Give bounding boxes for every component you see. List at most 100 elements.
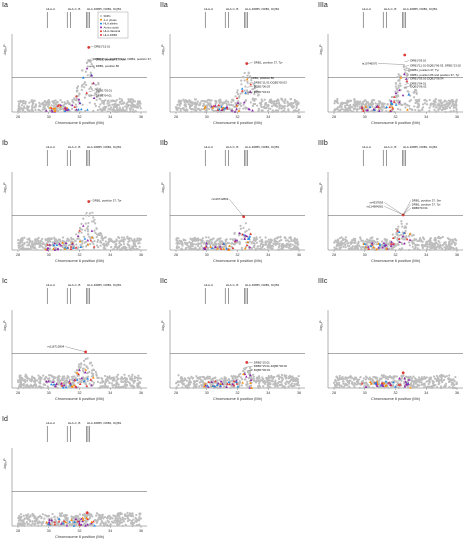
snp-point — [133, 238, 136, 241]
snp-point — [88, 101, 91, 104]
variant-point — [225, 247, 228, 250]
variant-point — [72, 246, 75, 249]
snp-point — [267, 374, 270, 378]
snp-point — [240, 246, 243, 250]
snp-point — [129, 104, 132, 107]
snp-point — [74, 103, 77, 106]
snp-point — [451, 240, 454, 244]
snp-point — [405, 222, 408, 225]
snp-point — [269, 376, 272, 379]
snp-point — [369, 237, 372, 240]
snp-point — [287, 102, 290, 105]
variant-point — [86, 108, 89, 111]
variant-point — [219, 380, 223, 383]
snp-point — [265, 243, 268, 246]
x-tick-label: 36 — [297, 115, 301, 119]
snp-point — [244, 222, 248, 225]
snp-point — [38, 521, 41, 524]
snp-point — [344, 246, 347, 249]
variant-point — [225, 385, 228, 389]
snp-point — [426, 243, 429, 246]
snp-point — [112, 248, 116, 251]
snp-point — [348, 108, 352, 111]
snp-point — [90, 380, 94, 383]
snp-point — [30, 100, 33, 103]
variant-point — [50, 519, 53, 522]
hla-gene-label: HLA-DRB5, DRB1, DQB1 — [245, 7, 280, 11]
variant-point — [394, 91, 398, 95]
variant-point — [69, 383, 73, 387]
snp-point — [264, 241, 267, 244]
snp-point — [26, 106, 29, 109]
snp-point — [186, 244, 189, 247]
snp-point — [352, 237, 356, 241]
variant-point — [363, 242, 367, 245]
snp-point — [421, 240, 424, 243]
variant-point — [222, 106, 225, 109]
snp-point — [267, 246, 270, 249]
snp-point — [249, 377, 253, 380]
snp-point — [290, 384, 293, 388]
panel-label: Id — [2, 416, 8, 423]
snp-point — [94, 83, 97, 87]
x-tick-label: 30 — [363, 391, 367, 395]
snp-point — [193, 381, 196, 384]
snp-point — [232, 243, 235, 246]
snp-point — [248, 372, 251, 376]
snp-point — [240, 79, 243, 82]
snp-points — [174, 366, 300, 390]
snp-point — [138, 245, 141, 248]
snp-point — [79, 227, 82, 230]
variant-point — [78, 368, 81, 372]
snp-point — [20, 519, 23, 522]
snp-point — [62, 523, 65, 527]
snp-point — [370, 101, 373, 104]
x-axis-label: Chromosome 6 position (Mb) — [213, 259, 263, 263]
snp-point — [403, 68, 406, 71]
variant-point — [391, 236, 395, 240]
snp-points — [333, 373, 458, 390]
snp-point — [254, 98, 257, 101]
annotation-leader — [88, 95, 95, 97]
snp-point — [371, 386, 374, 389]
snp-point — [455, 108, 458, 111]
variant-point — [235, 96, 239, 100]
snp-point — [38, 242, 41, 246]
snp-point — [297, 374, 300, 378]
variant-point — [64, 108, 68, 111]
snp-point — [126, 511, 129, 514]
variant-point — [56, 247, 60, 250]
snp-point — [421, 377, 424, 381]
snp-point — [371, 110, 375, 113]
snp-point — [128, 246, 131, 249]
snp-point — [119, 240, 122, 243]
snp-point — [411, 245, 414, 248]
annotation-label: DRB1*03:01 — [412, 206, 428, 210]
snp-point — [189, 244, 192, 247]
snp-point — [342, 380, 345, 383]
snp-point — [26, 377, 30, 380]
snp-point — [287, 240, 291, 243]
snp-point — [248, 366, 252, 369]
snp-point — [399, 248, 402, 252]
snp-point — [351, 110, 355, 113]
snp-point — [109, 523, 112, 527]
variant-point — [235, 382, 239, 385]
y-axis-label: -log₁₀P — [3, 320, 7, 332]
snp-point — [215, 386, 219, 389]
snp-point — [271, 110, 274, 114]
snp-point — [419, 236, 422, 240]
snp-point — [393, 379, 396, 382]
snp-point — [31, 520, 34, 523]
snp-point — [76, 89, 79, 92]
x-tick-label: 36 — [297, 391, 301, 395]
snp-point — [426, 385, 429, 388]
snp-point — [176, 380, 180, 383]
x-tick-label: 32 — [394, 391, 398, 395]
snp-point — [429, 376, 433, 379]
snp-point — [409, 98, 413, 102]
variant-point — [203, 107, 206, 110]
snp-point — [96, 240, 99, 244]
variant-point — [221, 108, 224, 111]
snp-point — [437, 383, 440, 386]
